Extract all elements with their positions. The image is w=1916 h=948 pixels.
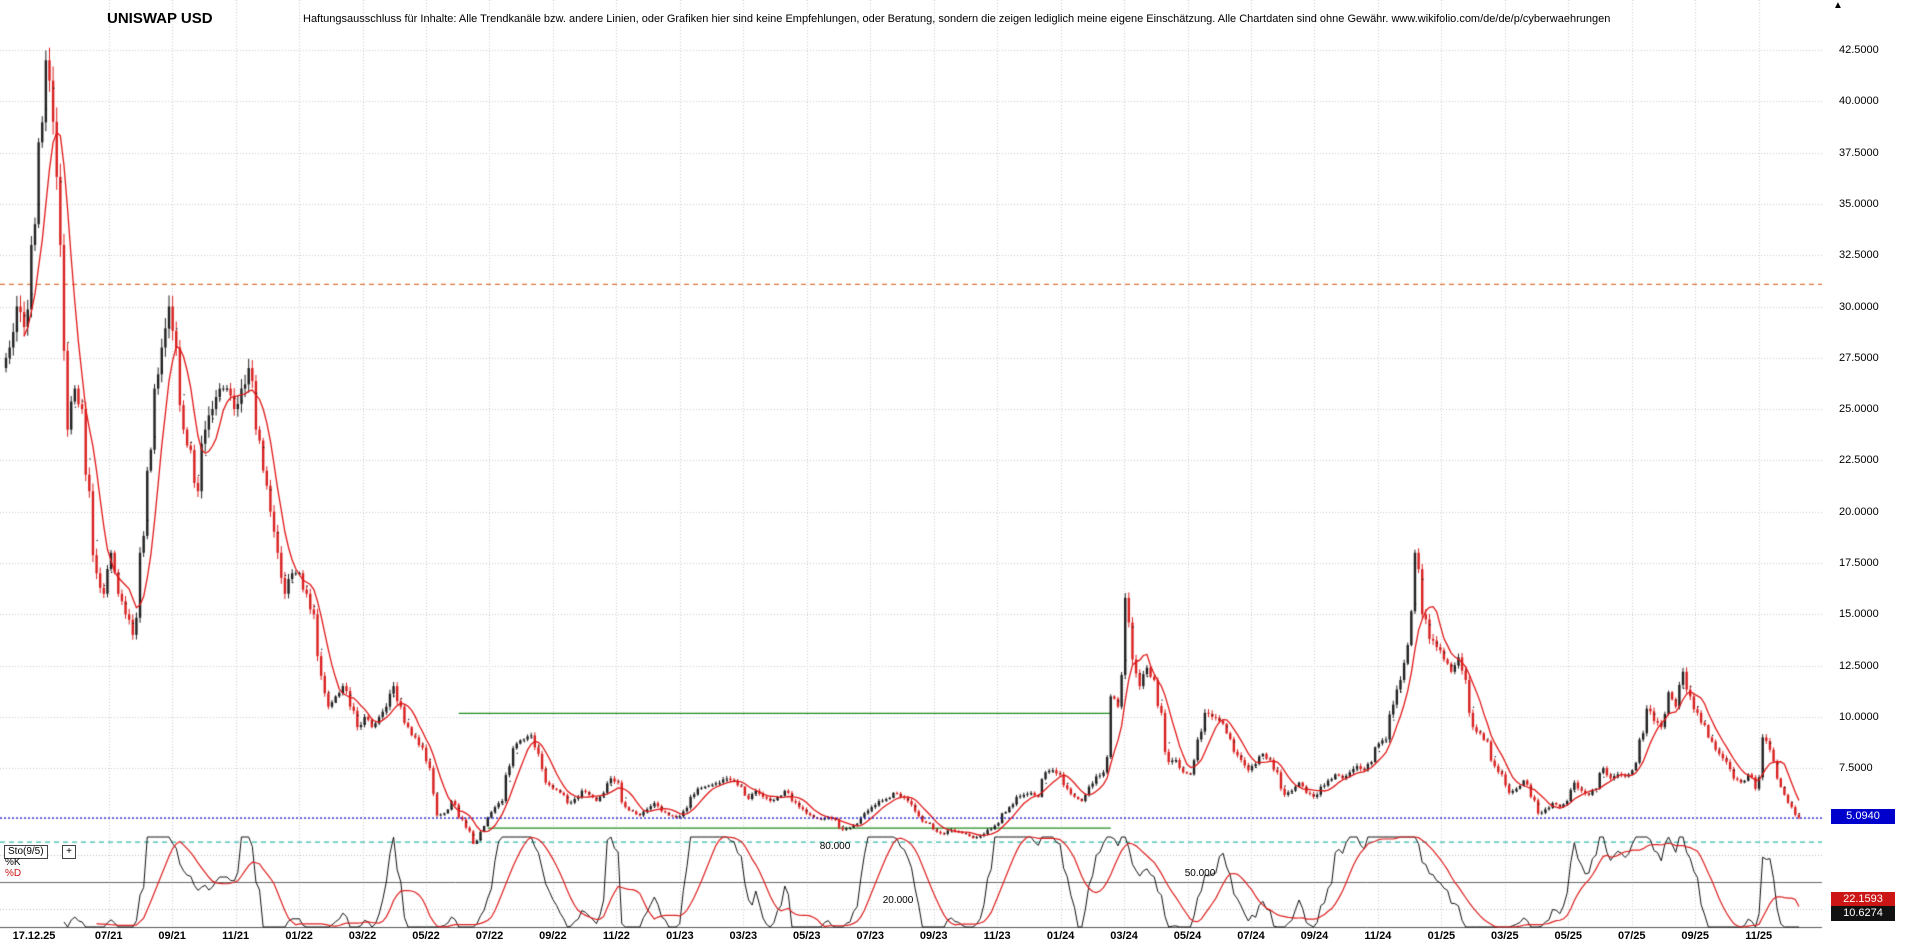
time-tick-label: 09/23 (919, 930, 948, 942)
price-tick-label: 22.5000 (1839, 454, 1879, 467)
time-tick-label: 05/22 (412, 930, 440, 942)
time-tick-label: 17.12.25 (12, 930, 56, 942)
time-tick-label: 01/22 (285, 930, 313, 942)
stochastic-d-label: %D (5, 868, 22, 879)
price-tick-label: 25.0000 (1839, 403, 1879, 416)
price-tick-label: 32.5000 (1839, 249, 1879, 262)
price-tick-label: 27.5000 (1839, 351, 1879, 364)
stochastic-settings-button[interactable]: Sto(9/5) (4, 845, 48, 859)
price-tick-label: 40.0000 (1839, 95, 1879, 108)
price-tick-label: 17.5000 (1839, 557, 1879, 569)
time-tick-label: 11/25 (1745, 930, 1773, 942)
time-tick-label: 11/21 (222, 930, 250, 942)
last-price-badge: 5.0940 (1831, 809, 1895, 824)
time-tick-label: 11/23 (983, 930, 1011, 942)
price-tick-label: 20.0000 (1839, 505, 1879, 518)
time-tick-label: 05/24 (1173, 930, 1202, 942)
time-tick-label: 07/24 (1237, 930, 1265, 942)
time-tick-label: 01/23 (666, 930, 694, 942)
price-tick-label: 7.5000 (1839, 762, 1873, 775)
time-tick-label: 07/25 (1617, 930, 1646, 942)
time-tick-label: 03/25 (1491, 930, 1519, 942)
stochastic-k-label: %K (5, 857, 21, 868)
stochastic-level-label: 50.000 (1184, 868, 1216, 879)
price-tick-label: 37.5000 (1839, 146, 1879, 159)
time-tick-label: 03/24 (1110, 930, 1138, 942)
time-tick-label: 05/25 (1554, 930, 1583, 942)
time-tick-label: 09/24 (1300, 930, 1329, 942)
stochastic-d-badge: 22.1593 (1831, 892, 1895, 907)
time-tick-label: 05/23 (792, 930, 821, 942)
stochastic-level-label: 20.000 (882, 895, 914, 906)
time-tick-label: 09/25 (1681, 930, 1709, 942)
scroll-indicator-icon[interactable]: ▲ (1833, 0, 1843, 11)
price-tick-label: 30.0000 (1839, 300, 1879, 313)
time-tick-label: 09/22 (539, 930, 567, 942)
price-tick-label: 35.0000 (1839, 197, 1879, 210)
time-tick-label: 11/22 (602, 930, 630, 942)
disclaimer-text: Haftungsausschluss für Inhalte: Alle Tre… (303, 13, 1611, 25)
stochastic-level-label: 80.000 (819, 841, 851, 852)
time-tick-label: 07/21 (94, 930, 123, 942)
time-tick-label: 09/21 (158, 930, 186, 942)
stochastic-k-badge: 10.6274 (1831, 906, 1895, 921)
chart-title: UNISWAP USD (107, 10, 213, 27)
time-tick-label: 03/23 (729, 930, 758, 942)
price-tick-label: 15.0000 (1839, 608, 1879, 621)
price-tick-label: 42.5000 (1839, 44, 1879, 56)
price-tick-label: 12.5000 (1839, 659, 1879, 672)
time-tick-label: 03/22 (348, 930, 377, 942)
price-tick-label: 10.0000 (1839, 710, 1879, 723)
time-tick-label: 01/24 (1046, 930, 1075, 942)
time-tick-label: 07/23 (856, 930, 884, 942)
time-tick-label: 01/25 (1427, 930, 1456, 942)
add-indicator-button[interactable]: + (62, 845, 76, 859)
time-tick-label: 11/24 (1364, 930, 1392, 942)
time-tick-label: 07/22 (475, 930, 504, 942)
